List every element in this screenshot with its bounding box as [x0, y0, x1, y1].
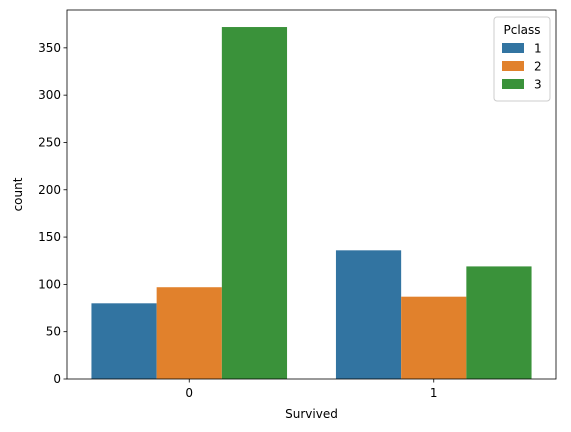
legend-label-2: 2 — [534, 60, 542, 74]
y-tick-label: 250 — [38, 135, 61, 149]
axes-frame — [66, 9, 557, 380]
bar-pclass-3-survived-0 — [221, 27, 288, 380]
bar-pclass-1-survived-0 — [91, 303, 157, 379]
y-axis-label: count — [11, 177, 25, 211]
y-tick-label: 200 — [38, 183, 61, 197]
legend: Pclass 1 2 3 — [493, 16, 551, 102]
x-tick-label: 1 — [430, 386, 438, 400]
y-tick-label: 300 — [38, 88, 61, 102]
bars-group — [91, 27, 532, 380]
bar-pclass-3-survived-1 — [466, 266, 532, 379]
bar-pclass-2-survived-1 — [401, 296, 467, 379]
y-axis-ticks: 0 50 100 150 200 250 300 350 — [38, 41, 67, 386]
y-tick-label: 0 — [53, 372, 61, 386]
y-tick-label: 350 — [38, 41, 61, 55]
legend-swatch-1 — [502, 43, 524, 53]
legend-swatch-3 — [502, 79, 524, 89]
x-axis-label: Survived — [285, 407, 338, 421]
legend-title: Pclass — [503, 23, 540, 37]
bar-pclass-1-survived-1 — [335, 250, 402, 379]
y-tick-label: 150 — [38, 230, 61, 244]
y-tick-label: 100 — [38, 277, 61, 291]
y-tick-label: 50 — [46, 325, 61, 339]
bar-pclass-2-survived-0 — [156, 287, 222, 379]
x-tick-label: 0 — [185, 386, 193, 400]
legend-label-1: 1 — [534, 42, 542, 56]
legend-swatch-2 — [502, 61, 524, 71]
legend-label-3: 3 — [534, 78, 542, 92]
